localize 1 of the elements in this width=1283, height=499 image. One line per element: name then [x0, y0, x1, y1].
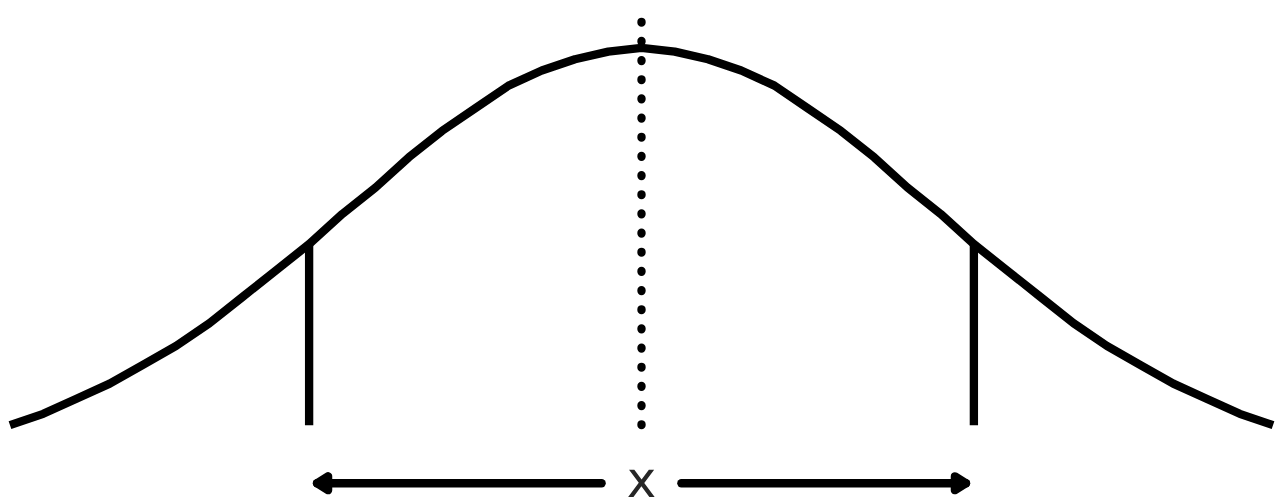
text: x: [628, 469, 655, 498]
